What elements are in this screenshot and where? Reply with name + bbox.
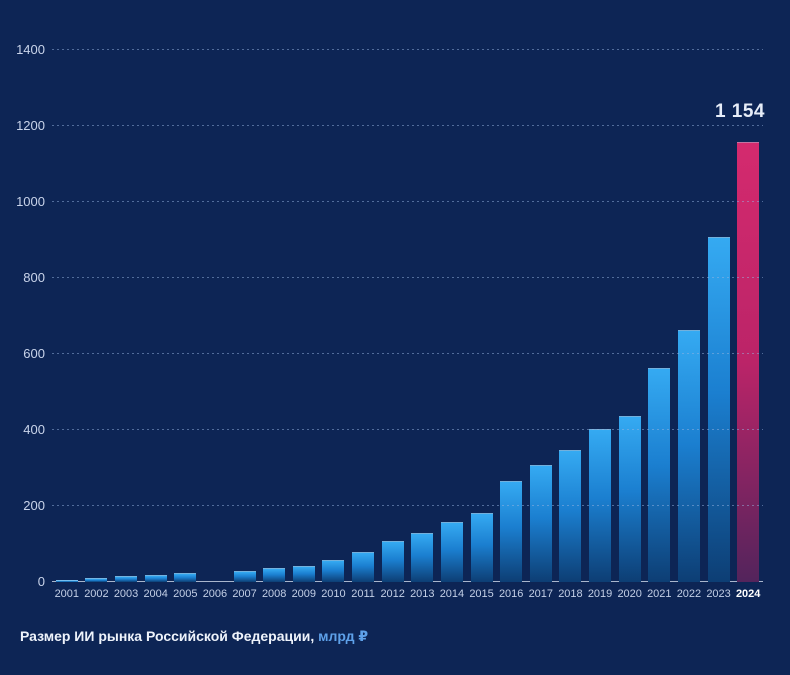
chart-caption: Размер ИИ рынка Российской Федерации, мл… [20, 628, 368, 645]
bar-2014 [440, 522, 463, 582]
bar-column-2011 [348, 50, 378, 582]
x-axis-label-2024: 2024 [735, 588, 761, 600]
caption-text: Размер ИИ рынка Российской Федерации, [20, 628, 315, 644]
y-axis: 0 200 400 600 800 1000 1200 1400 [0, 42, 45, 589]
x-axis-label-2002: 2002 [84, 588, 109, 600]
x-axis-label-2005: 2005 [173, 588, 198, 600]
bar-column-2015 [467, 50, 497, 582]
x-axis-label-2003: 2003 [113, 588, 139, 600]
x-axis-label-2022: 2022 [676, 588, 702, 600]
gridline-1400 [52, 49, 763, 50]
bar-column-2021 [645, 50, 675, 582]
bar-2004 [144, 575, 167, 582]
y-axis-tick-label-600: 600 [23, 346, 45, 361]
bar-2011 [352, 552, 375, 582]
x-axis-label-2006: 2006 [202, 588, 228, 600]
x-axis-label-2017: 2017 [528, 588, 554, 600]
bar-2020 [618, 416, 641, 582]
plot-area: 1 154 [52, 49, 764, 582]
x-axis-label-2007: 2007 [232, 588, 257, 600]
y-axis-tick-label-1000: 1000 [16, 194, 45, 209]
bar-column-2013 [408, 50, 438, 582]
bar-column-2001 [52, 50, 82, 582]
bar-2023 [707, 237, 730, 582]
x-axis-label-2004: 2004 [143, 588, 168, 600]
bar-column-2017 [526, 50, 556, 582]
bar-2001 [55, 580, 78, 582]
caption-unit: млрд ₽ [318, 628, 369, 644]
gridline-1200 [52, 125, 763, 126]
bar-2016 [500, 481, 523, 582]
bar-column-2024: 1 154 [715, 50, 764, 582]
bar-column-2005 [171, 50, 201, 582]
bar-2010 [322, 560, 345, 582]
x-axis-label-2023: 2023 [706, 588, 731, 600]
bar-2013 [411, 533, 434, 582]
bar-2002 [85, 578, 108, 582]
bar-column-2009 [289, 50, 319, 582]
bar-column-2016 [496, 50, 526, 582]
y-axis-tick-label-1200: 1200 [16, 118, 45, 133]
bar-2022 [677, 330, 700, 582]
x-axis: 2001 2002 2003 2004 2005 2006 2007 2008 2009 2010… [52, 588, 763, 600]
bar-column-2018 [556, 50, 586, 582]
x-axis-label-2008: 2008 [261, 588, 287, 600]
gridline-1000 [52, 201, 763, 202]
bar-column-2004 [141, 50, 171, 582]
bar-column-2002 [82, 50, 112, 582]
y-axis-tick-label-0: 0 [37, 574, 45, 589]
gridline-200 [52, 505, 763, 506]
bar-2012 [381, 541, 404, 582]
bar-2008 [263, 568, 286, 582]
x-axis-label-2021: 2021 [647, 588, 672, 600]
x-axis-label-2020: 2020 [617, 588, 642, 600]
bar-2024 [737, 142, 760, 582]
y-axis-tick-label-800: 800 [23, 270, 45, 285]
bar-2018 [559, 450, 582, 582]
x-axis-label-2011: 2011 [351, 588, 375, 600]
bar-2007 [233, 571, 256, 582]
x-axis-label-2009: 2009 [291, 588, 317, 600]
bar-column-2014 [437, 50, 467, 582]
y-axis-tick-label-400: 400 [23, 422, 45, 437]
bar-2009 [292, 566, 315, 582]
gridline-800 [52, 277, 763, 278]
x-axis-label-2018: 2018 [558, 588, 583, 600]
highlight-value-label: 1 154 [714, 101, 765, 122]
bar-2021 [648, 368, 671, 582]
x-axis-label-2014: 2014 [439, 588, 465, 600]
x-axis-label-2001: 2001 [54, 588, 80, 600]
bar-column-2010 [319, 50, 349, 582]
bar-column-2022 [674, 50, 704, 582]
x-axis-label-2013: 2013 [410, 588, 435, 600]
bar-2015 [470, 513, 493, 582]
x-axis-label-2010: 2010 [321, 588, 346, 600]
x-axis-line [52, 581, 763, 582]
bar-2005 [174, 573, 197, 582]
gridline-400 [52, 429, 763, 430]
bar-column-2008 [259, 50, 289, 582]
y-axis-tick-label-200: 200 [23, 498, 45, 513]
x-axis-label-2016: 2016 [498, 588, 524, 600]
x-axis-label-2012: 2012 [380, 588, 405, 600]
x-axis-label-2019: 2019 [587, 588, 613, 600]
bar-column-2012 [378, 50, 408, 582]
bars-layer: 1 154 [52, 50, 764, 582]
bar-column-2019 [585, 50, 615, 582]
gridline-600 [52, 353, 763, 354]
bar-column-2023 [704, 50, 734, 582]
bar-2003 [115, 576, 138, 582]
bar-column-2006 [200, 50, 230, 582]
y-axis-tick-label-1400: 1400 [16, 42, 45, 57]
bar-column-2020 [615, 50, 645, 582]
bar-2017 [529, 465, 552, 582]
bar-column-2003 [111, 50, 141, 582]
bar-column-2007 [230, 50, 260, 582]
x-axis-label-2015: 2015 [469, 588, 494, 600]
